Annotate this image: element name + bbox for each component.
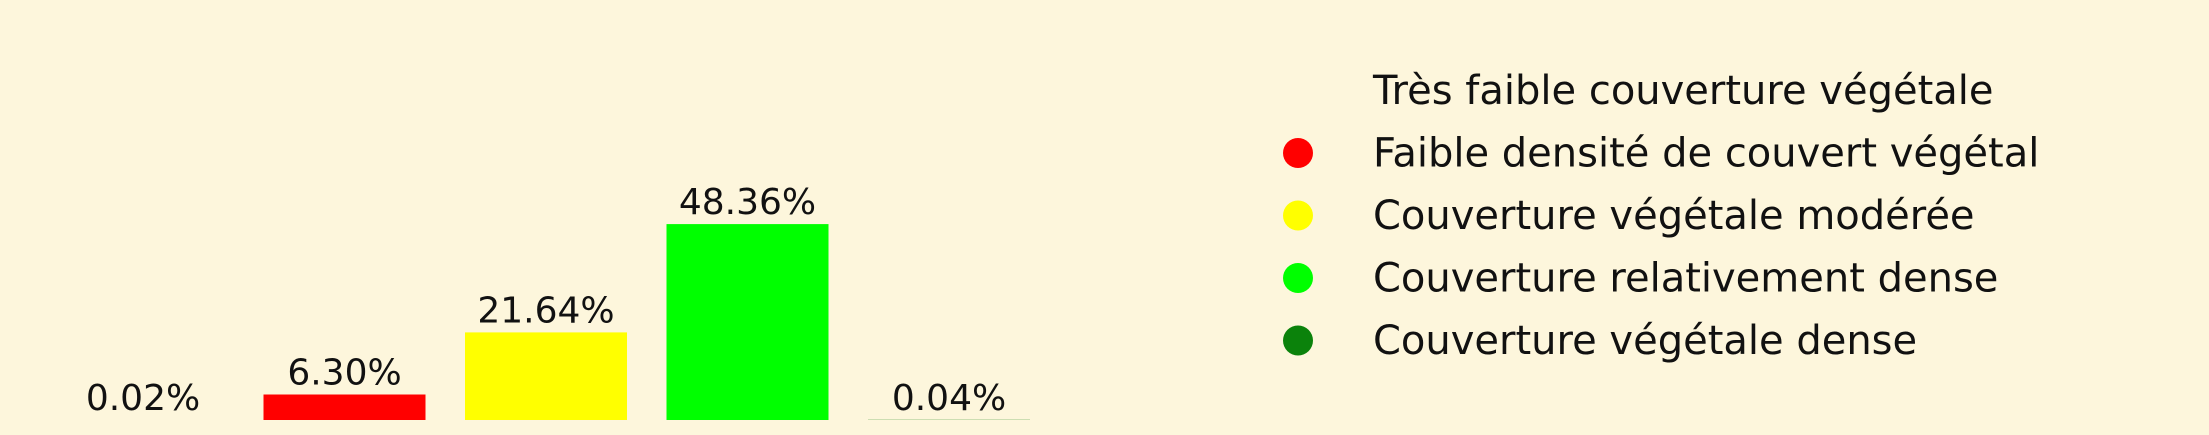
bar-value-label-5: 0.04% bbox=[892, 378, 1006, 419]
bar-3 bbox=[465, 332, 627, 420]
legend-label-4: Couverture relativement dense bbox=[1373, 256, 1998, 302]
legend-marker-3 bbox=[1283, 200, 1313, 231]
bar-value-label-4: 48.36% bbox=[679, 182, 816, 223]
legend-marker-4 bbox=[1283, 263, 1313, 293]
bar-4 bbox=[666, 224, 829, 420]
legend-marker-5 bbox=[1283, 325, 1313, 356]
legend-label-1: Très faible couverture végétale bbox=[1372, 68, 1994, 114]
legend: Très faible couverture végétale Faible de… bbox=[1283, 68, 2039, 364]
legend-marker-1 bbox=[1283, 75, 1313, 106]
legend-label-3: Couverture végétale modérée bbox=[1373, 193, 1975, 239]
legend-marker-2 bbox=[1283, 138, 1313, 168]
bar-value-label-1: 0.02% bbox=[86, 378, 200, 419]
bar-2 bbox=[263, 394, 426, 420]
legend-label-5: Couverture végétale dense bbox=[1373, 318, 1917, 364]
bars-group bbox=[62, 224, 1030, 420]
bar-value-label-2: 6.30% bbox=[287, 353, 401, 394]
legend-label-2: Faible densité de couvert végétal bbox=[1373, 131, 2039, 177]
bar-value-label-3: 21.64% bbox=[477, 290, 614, 331]
value-labels-group: 0.02% 6.30% 21.64% 48.36% 0.04% bbox=[86, 182, 1006, 419]
